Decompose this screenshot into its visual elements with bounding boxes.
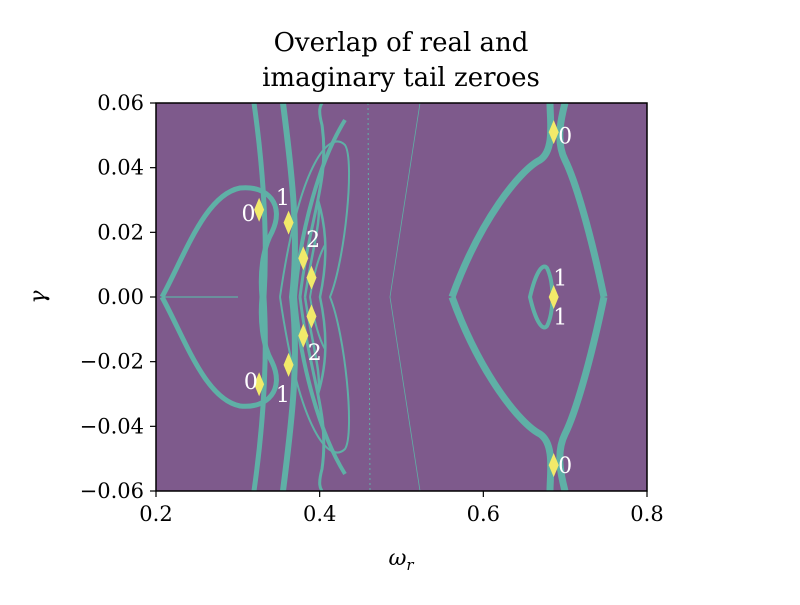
band-right-upper xyxy=(448,103,555,299)
zero-index-label: 2 xyxy=(308,341,322,366)
band-arc-3 xyxy=(298,103,326,298)
overlap-region-4 xyxy=(298,246,309,271)
overlap-region-5 xyxy=(298,323,309,348)
x-tick-label: 0.2 xyxy=(139,502,172,526)
zero-index-label: 0 xyxy=(558,454,572,479)
y-tick-label: 0.04 xyxy=(97,156,144,180)
x-axis: 0.2 0.4 0.6 0.8 xyxy=(139,491,664,526)
overlap-region-9 xyxy=(548,453,559,478)
zero-index-label: 1 xyxy=(553,267,567,292)
overlap-region-3 xyxy=(283,352,294,377)
x-axis-label: ωr xyxy=(388,546,414,574)
overlap-region-10 xyxy=(548,285,559,309)
band-arc-4 xyxy=(298,296,326,491)
overlap-region-6 xyxy=(306,265,317,290)
band-outer-arc xyxy=(279,140,350,454)
band-thin-053 xyxy=(389,103,421,491)
overlap-regions xyxy=(254,120,559,478)
zero-index-label: 0 xyxy=(241,202,255,227)
zero-curves xyxy=(159,103,608,491)
zero-index-label: 0 xyxy=(558,124,572,149)
chart-title-line1: Overlap of real and xyxy=(274,28,529,58)
overlap-region-1 xyxy=(254,372,265,397)
zero-index-label: 1 xyxy=(553,305,567,330)
y-axis: 0.06 0.04 0.02 0.00 −0.02 −0.04 −0.06 xyxy=(80,91,156,503)
y-tick-label: −0.02 xyxy=(80,350,144,374)
x-tick-label: 0.8 xyxy=(630,502,663,526)
band-vertical-033 xyxy=(251,103,268,491)
y-tick-label: 0.06 xyxy=(97,91,144,115)
band-right-outer-lower xyxy=(556,296,608,491)
x-tick-label: 0.4 xyxy=(303,502,336,526)
overlap-region-7 xyxy=(306,304,317,329)
zero-index-label: 0 xyxy=(244,370,258,395)
band-arc-5 xyxy=(303,199,327,395)
zero-index-label: 1 xyxy=(276,186,290,211)
y-tick-label: −0.06 xyxy=(80,479,144,503)
y-tick-label: 0.00 xyxy=(97,285,144,309)
band-arc-1 xyxy=(293,118,347,298)
band-right-outer-upper xyxy=(556,103,608,298)
band-vertical-036 xyxy=(280,103,298,491)
zero-index-label: 1 xyxy=(276,383,290,408)
overlap-region-0 xyxy=(254,197,265,222)
y-axis-label: γ xyxy=(26,290,51,304)
x-tick-label: 0.6 xyxy=(467,502,500,526)
chart-title-line2: imaginary tail zeroes xyxy=(262,63,540,93)
overlap-region-2 xyxy=(283,210,294,235)
zero-index-label: 2 xyxy=(306,228,320,253)
y-tick-label: 0.02 xyxy=(97,220,144,244)
band-arc-2 xyxy=(293,296,347,476)
overlap-region-8 xyxy=(548,120,559,145)
y-tick-label: −0.04 xyxy=(80,414,144,438)
